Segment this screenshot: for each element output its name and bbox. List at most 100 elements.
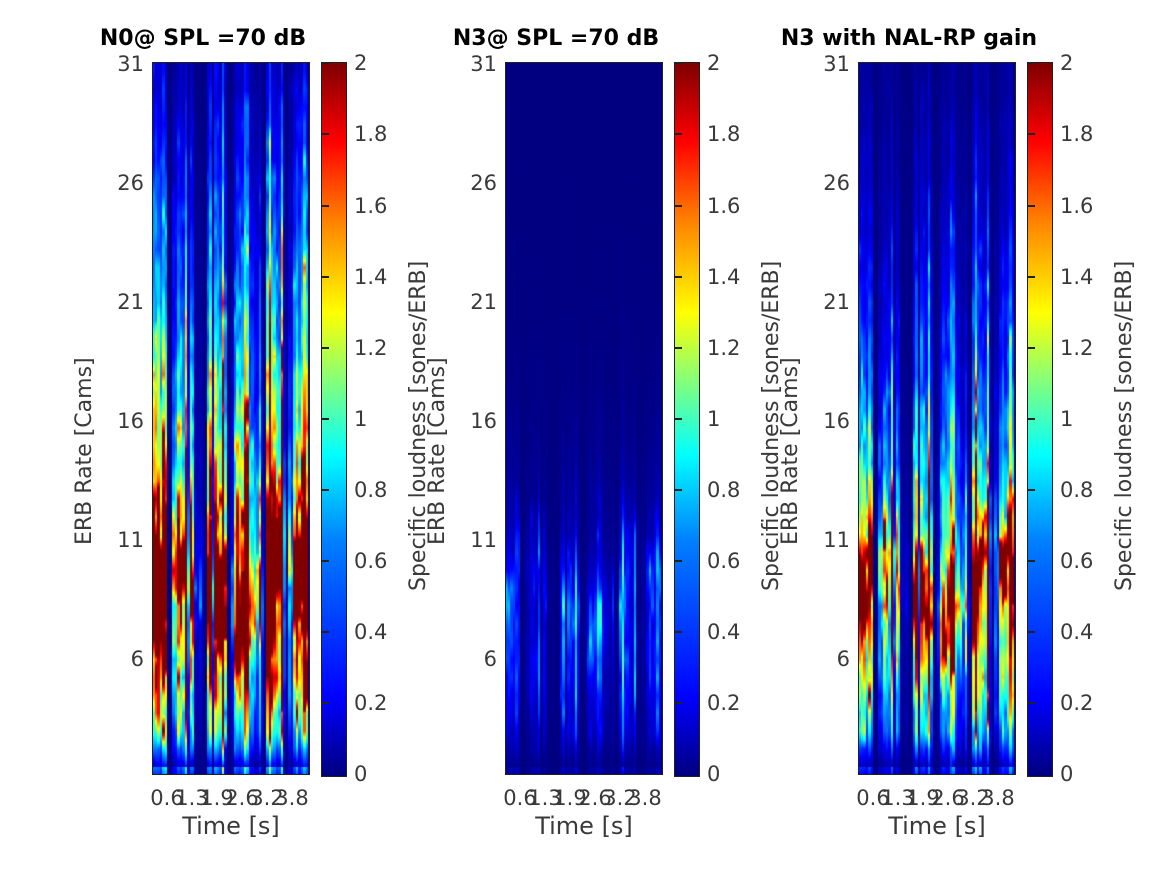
y-tick-2-0: 31 bbox=[470, 52, 497, 76]
panel-title-3: N3 with NAL-RP gain bbox=[780, 26, 1038, 51]
y-tick-2-1: 26 bbox=[470, 171, 497, 195]
colorbar-tickmark-3-2 bbox=[1028, 631, 1035, 633]
colorbar-tickmark-3-1 bbox=[1028, 702, 1035, 704]
heatmap-axes-2[interactable] bbox=[505, 62, 663, 775]
colorbar-tick-2-7: 1.4 bbox=[707, 265, 741, 289]
colorbar-tick-2-0: 0 bbox=[707, 762, 721, 786]
colorbar-tick-2-8: 1.6 bbox=[707, 194, 741, 218]
x-tick-3-0: 0.6 bbox=[856, 786, 890, 810]
colorbar-tick-3-6: 1.2 bbox=[1060, 336, 1094, 360]
colorbar-tick-3-4: 0.8 bbox=[1060, 478, 1094, 502]
colorbar-tickmark-3-7 bbox=[1028, 276, 1035, 278]
colorbar-tickmark-1-6 bbox=[322, 347, 329, 349]
colorbar-tickmark-1-2 bbox=[322, 631, 329, 633]
colorbar-tick-1-6: 1.2 bbox=[354, 336, 388, 360]
panel-title-1: N0@ SPL =70 dB bbox=[99, 26, 307, 51]
x-tick-1-3: 2.6 bbox=[225, 786, 259, 810]
colorbar-tick-1-7: 1.4 bbox=[354, 265, 388, 289]
x-tick-1-0: 0.6 bbox=[150, 786, 184, 810]
y-tick-1-4: 11 bbox=[117, 528, 144, 552]
colorbar-tickmark-2-3 bbox=[675, 560, 682, 562]
heatmap-axes-3[interactable] bbox=[858, 62, 1016, 775]
colorbar-tickmark-3-4 bbox=[1028, 489, 1035, 491]
colorbar-tick-3-7: 1.4 bbox=[1060, 265, 1094, 289]
x-tick-2-5: 3.8 bbox=[628, 786, 662, 810]
x-tick-2-3: 2.6 bbox=[578, 786, 612, 810]
heatmap-image-1 bbox=[152, 62, 310, 775]
colorbar-tickmark-2-4 bbox=[675, 489, 682, 491]
heatmap-axes-1[interactable] bbox=[152, 62, 310, 775]
x-axis-label-3: Time [s] bbox=[888, 812, 986, 840]
y-tick-1-0: 31 bbox=[117, 52, 144, 76]
colorbar-tick-2-5: 1 bbox=[707, 407, 721, 431]
colorbar-tick-1-0: 0 bbox=[354, 762, 368, 786]
colorbar-tick-3-10: 2 bbox=[1060, 51, 1074, 75]
colorbar-tick-3-0: 0 bbox=[1060, 762, 1074, 786]
colorbar-tick-1-10: 2 bbox=[354, 51, 368, 75]
colorbar-tick-3-9: 1.8 bbox=[1060, 122, 1094, 146]
y-tick-1-1: 26 bbox=[117, 171, 144, 195]
colorbar-tickmark-2-9 bbox=[675, 133, 682, 135]
x-tick-2-1: 1.3 bbox=[528, 786, 562, 810]
colorbar-tick-1-5: 1 bbox=[354, 407, 368, 431]
x-tick-1-4: 3.2 bbox=[250, 786, 284, 810]
y-axis-label-2: ERB Rate [Cams] bbox=[425, 357, 450, 545]
x-tick-1-5: 3.8 bbox=[275, 786, 309, 810]
x-tick-2-4: 3.2 bbox=[603, 786, 637, 810]
colorbar-tickmark-1-7 bbox=[322, 276, 329, 278]
y-tick-3-2: 21 bbox=[823, 290, 850, 314]
colorbar-tickmark-1-10 bbox=[322, 62, 329, 64]
x-axis-label-2: Time [s] bbox=[535, 812, 633, 840]
colorbar-tickmark-2-2 bbox=[675, 631, 682, 633]
y-tick-2-4: 11 bbox=[470, 528, 497, 552]
colorbar-tick-2-1: 0.2 bbox=[707, 691, 741, 715]
colorbar-tick-3-1: 0.2 bbox=[1060, 691, 1094, 715]
colorbar-tickmark-2-5 bbox=[675, 418, 682, 420]
colorbar-tickmark-2-8 bbox=[675, 205, 682, 207]
colorbar-tickmark-1-8 bbox=[322, 205, 329, 207]
colorbar-tickmark-3-3 bbox=[1028, 560, 1035, 562]
colorbar-tick-1-8: 1.6 bbox=[354, 194, 388, 218]
panel-group-3: N3 with NAL-RP gain ERB Rate [Cams] 31 2… bbox=[768, 0, 1137, 875]
colorbar-tick-3-2: 0.4 bbox=[1060, 620, 1094, 644]
colorbar-tickmark-1-9 bbox=[322, 133, 329, 135]
colorbar-tickmark-1-4 bbox=[322, 489, 329, 491]
y-tick-2-2: 21 bbox=[470, 290, 497, 314]
colorbar-tickmark-2-6 bbox=[675, 347, 682, 349]
panel-group-2: N3@ SPL =70 dB ERB Rate [Cams] 31 26 21 … bbox=[415, 0, 784, 875]
y-tick-3-3: 16 bbox=[823, 409, 850, 433]
colorbar-tickmark-2-7 bbox=[675, 276, 682, 278]
colorbar-tickmark-1-5 bbox=[322, 418, 329, 420]
panel-group-1: N0@ SPL =70 dB ERB Rate [Cams] 31 26 21 … bbox=[62, 0, 431, 875]
colorbar-tick-1-3: 0.6 bbox=[354, 549, 388, 573]
y-axis-label-3: ERB Rate [Cams] bbox=[778, 357, 803, 545]
heatmap-image-3 bbox=[858, 62, 1016, 775]
x-axis-label-1: Time [s] bbox=[182, 812, 280, 840]
colorbar-tick-3-5: 1 bbox=[1060, 407, 1074, 431]
y-tick-3-4: 11 bbox=[823, 528, 850, 552]
y-tick-1-2: 21 bbox=[117, 290, 144, 314]
y-tick-3-1: 26 bbox=[823, 171, 850, 195]
colorbar-tick-2-3: 0.6 bbox=[707, 549, 741, 573]
colorbar-tick-1-1: 0.2 bbox=[354, 691, 388, 715]
y-tick-1-5: 6 bbox=[130, 647, 144, 671]
colorbar-tickmark-3-8 bbox=[1028, 205, 1035, 207]
colorbar-tickmark-3-10 bbox=[1028, 62, 1035, 64]
y-axis-label-1: ERB Rate [Cams] bbox=[72, 357, 97, 545]
colorbar-tickmark-3-5 bbox=[1028, 418, 1035, 420]
x-tick-3-5: 3.8 bbox=[981, 786, 1015, 810]
colorbar-tick-1-4: 0.8 bbox=[354, 478, 388, 502]
colorbar-tick-2-10: 2 bbox=[707, 51, 721, 75]
x-tick-3-1: 1.3 bbox=[881, 786, 915, 810]
colorbar-tickmark-1-1 bbox=[322, 702, 329, 704]
y-tick-2-5: 6 bbox=[483, 647, 497, 671]
colorbar-tick-1-2: 0.4 bbox=[354, 620, 388, 644]
colorbar-label-3: Specific loudness [sones/ERB] bbox=[1112, 260, 1137, 591]
colorbar-tick-2-6: 1.2 bbox=[707, 336, 741, 360]
colorbar-tick-3-3: 0.6 bbox=[1060, 549, 1094, 573]
y-tick-2-3: 16 bbox=[470, 409, 497, 433]
x-tick-3-3: 2.6 bbox=[931, 786, 965, 810]
y-tick-3-5: 6 bbox=[836, 647, 850, 671]
colorbar-tickmark-3-9 bbox=[1028, 133, 1035, 135]
